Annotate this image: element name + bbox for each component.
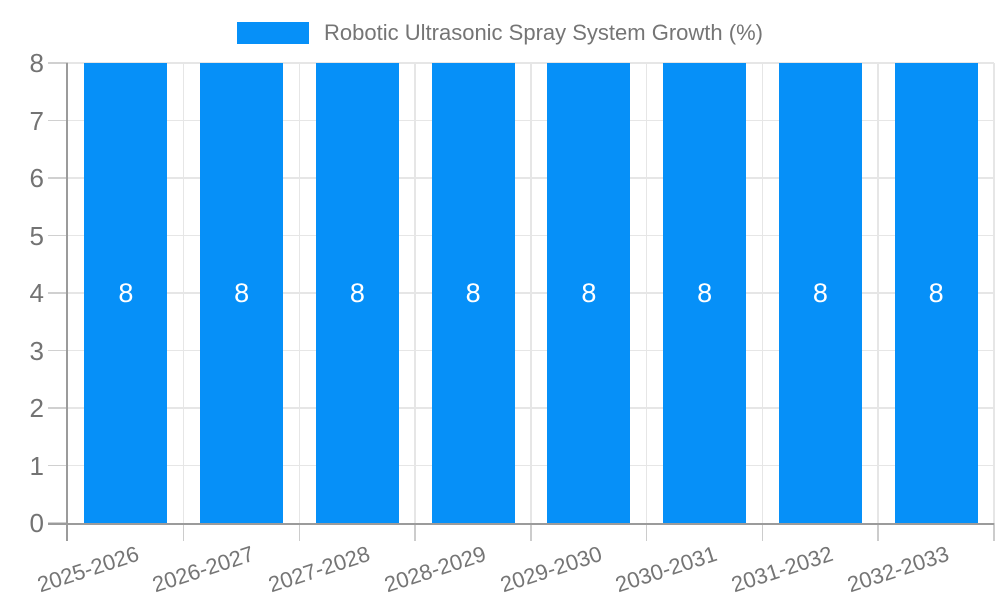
x-axis-tick-label: 2032-2033 (844, 541, 952, 598)
legend: Robotic Ultrasonic Spray System Growth (… (0, 20, 1000, 46)
gridline-vertical (414, 63, 416, 523)
bar-2030-2031[interactable]: 8 (663, 63, 747, 523)
bar-2027-2028[interactable]: 8 (315, 63, 399, 523)
y-axis-tick-label: 2 (29, 393, 44, 423)
legend-item[interactable]: Robotic Ultrasonic Spray System Growth (… (237, 20, 763, 46)
bar-2026-2027[interactable]: 8 (200, 63, 284, 523)
gridline-horizontal (68, 62, 994, 64)
bar-2029-2030[interactable]: 8 (547, 63, 631, 523)
bar-value-label: 8 (812, 277, 828, 308)
x-axis-tick-label: 2026-2027 (149, 541, 258, 598)
bar-value-label: 8 (928, 277, 944, 308)
x-axis-tick-label: 2028-2029 (381, 541, 489, 598)
y-axis-tick-label: 0 (29, 508, 44, 538)
bar-value-label: 8 (349, 277, 365, 308)
x-axis-tick-label: 2031-2032 (728, 541, 837, 598)
gridline-vertical (530, 63, 532, 523)
y-axis-line (66, 63, 68, 541)
y-axis-tick-label: 6 (29, 163, 44, 193)
x-axis-tick (298, 523, 300, 541)
gridline-vertical (182, 63, 185, 523)
plot-area: 0 1 2 3 4 5 6 7 8 8 2025-2026 8 2026-2027 8 2027-2028 8… (30, 50, 995, 597)
y-axis-tick (48, 234, 68, 236)
bar-2025-2026[interactable]: 8 (84, 63, 168, 523)
y-axis-tick-label: 5 (29, 220, 44, 251)
x-axis-tick-label: 2025-2026 (33, 541, 142, 598)
y-axis-tick (48, 177, 68, 179)
x-axis-tick-label: 2030-2031 (612, 541, 721, 598)
legend-swatch-icon (237, 22, 310, 44)
x-axis-tick (414, 523, 416, 541)
gridline-vertical (645, 63, 648, 523)
gridline-vertical (298, 63, 300, 523)
y-axis-tick (48, 349, 68, 351)
x-axis-tick (645, 523, 648, 541)
y-axis-tick (48, 292, 68, 294)
y-axis-tick (48, 62, 68, 64)
bar-2032-2033[interactable]: 8 (894, 63, 978, 523)
y-axis-tick-label: 8 (29, 48, 44, 78)
x-axis-line (48, 523, 994, 525)
x-axis-tick (530, 523, 532, 541)
x-axis-tick (877, 523, 879, 541)
bar-value-label: 8 (581, 277, 597, 308)
legend-label: Robotic Ultrasonic Spray System Growth (… (324, 20, 763, 45)
gridline-vertical (761, 63, 763, 523)
x-axis-tick (993, 523, 995, 541)
bar-value-label: 8 (465, 277, 481, 308)
x-axis-tick (182, 523, 185, 541)
y-axis-tick (48, 119, 68, 121)
bar-value-label: 8 (118, 277, 134, 308)
y-axis-tick (48, 522, 68, 524)
bar-value-label: 8 (697, 277, 713, 308)
gridline-vertical (877, 63, 879, 523)
y-axis-tick (48, 464, 68, 466)
bar-value-label: 8 (234, 277, 250, 308)
x-axis-tick-label: 2027-2028 (265, 541, 374, 598)
bar-2031-2032[interactable]: 8 (778, 63, 862, 523)
y-axis-tick-label: 3 (29, 335, 44, 366)
y-axis-tick-label: 4 (29, 278, 44, 308)
x-axis-tick-label: 2029-2030 (496, 541, 605, 598)
y-axis-tick (48, 407, 68, 409)
gridline-vertical (993, 63, 995, 523)
y-axis-tick-label: 7 (29, 105, 44, 136)
x-axis-tick (761, 523, 763, 541)
bar-2028-2029[interactable]: 8 (431, 63, 515, 523)
y-axis-tick-label: 1 (29, 450, 44, 481)
